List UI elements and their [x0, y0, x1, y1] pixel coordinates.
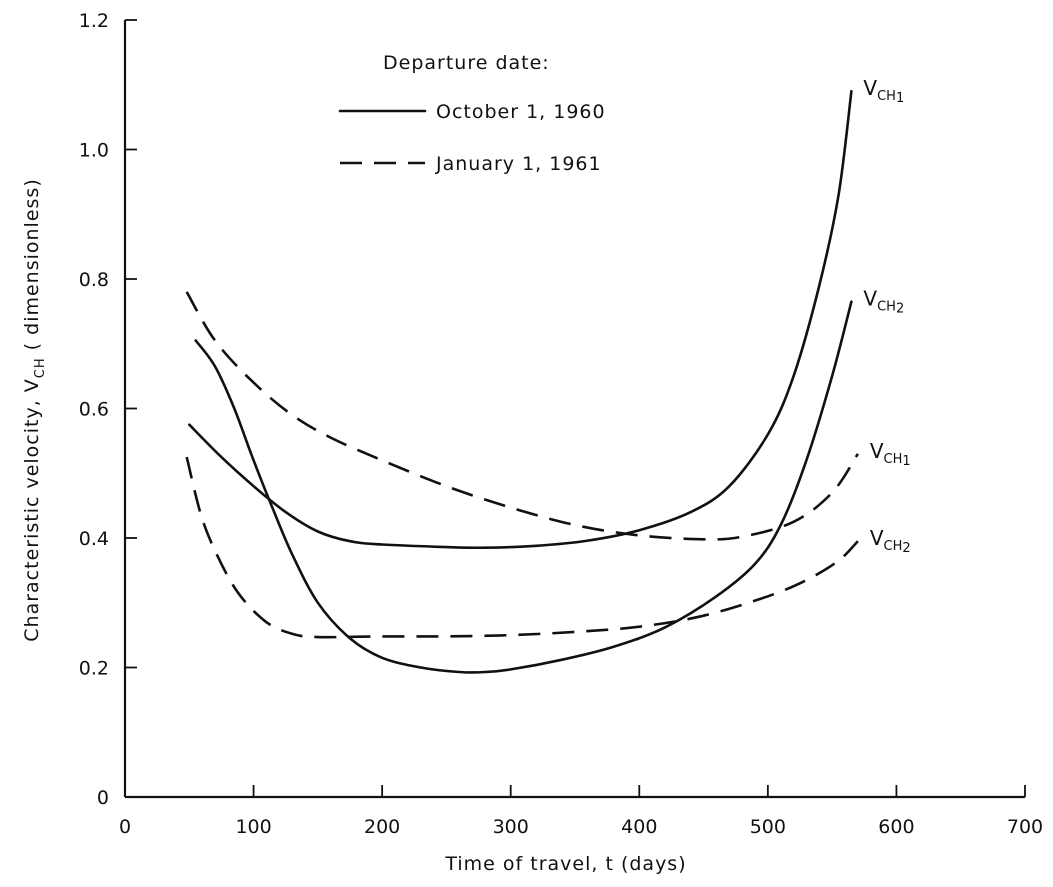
- x-tick-label: 700: [1007, 816, 1043, 838]
- y-axis-title-main: Characteristic velocity, V: [21, 378, 43, 642]
- x-tick-label: 400: [621, 816, 657, 838]
- curve-label: VCH2: [863, 287, 904, 317]
- legend: Departure date: October 1, 1960 January …: [338, 52, 606, 175]
- series-line-january-1961-1: [185, 291, 859, 541]
- x-ticks: 0 100 200 300 400 500 600 700: [119, 785, 1043, 838]
- curve-label: VCH1: [863, 76, 904, 106]
- y-tick-label: 0: [97, 787, 109, 809]
- axes: [123, 20, 1025, 799]
- y-tick-label: 1.2: [79, 10, 109, 32]
- y-ticks: 0 0.2 0.4 0.6 0.8 1.0 1.2: [79, 10, 137, 809]
- series-line-october-1960-2: [194, 300, 853, 674]
- curve-labels: VCH1 VCH2 VCH1 VCH2: [863, 76, 910, 556]
- curve-label: VCH1: [870, 439, 911, 469]
- y-tick-label: 1.0: [79, 140, 109, 162]
- x-tick-label: 500: [750, 816, 786, 838]
- y-axis-title: Characteristic velocity, VCH ( dimension…: [21, 178, 48, 641]
- y-axis-title-sub: CH: [33, 357, 48, 378]
- legend-title: Departure date:: [383, 52, 550, 74]
- x-tick-label: 600: [878, 816, 914, 838]
- series-line-october-1960-1: [188, 89, 853, 550]
- x-tick-label: 0: [119, 816, 131, 838]
- x-tick-label: 100: [235, 816, 271, 838]
- x-tick-label: 200: [364, 816, 400, 838]
- x-axis-title: Time of travel, t (days): [444, 853, 686, 875]
- y-axis-title-suffix: ( dimensionless): [21, 178, 43, 357]
- series-line-january-1961-2: [185, 456, 859, 639]
- y-tick-label: 0.6: [79, 399, 109, 421]
- legend-entry-october-1960: October 1, 1960: [436, 101, 606, 123]
- y-tick-label: 0.4: [79, 528, 109, 550]
- series-layer: [185, 89, 859, 674]
- curve-label: VCH2: [870, 526, 911, 556]
- legend-entry-january-1961: January 1, 1961: [435, 153, 602, 175]
- y-tick-label: 0.2: [79, 658, 109, 680]
- y-tick-label: 0.8: [79, 269, 109, 291]
- x-tick-label: 300: [493, 816, 529, 838]
